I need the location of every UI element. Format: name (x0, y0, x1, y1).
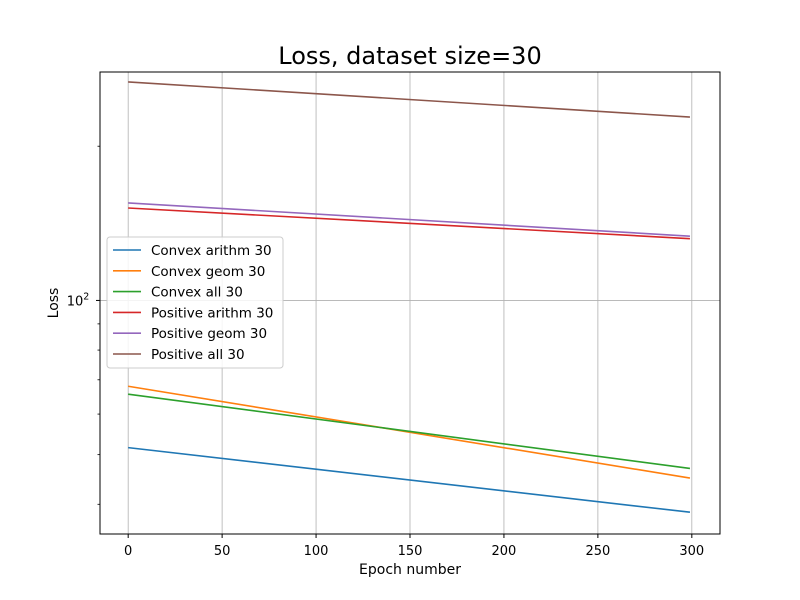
x-tick-label: 200 (492, 544, 517, 559)
x-tick-label: 100 (304, 544, 329, 559)
y-tick-label: 102 (67, 291, 90, 309)
series-line-3 (128, 207, 690, 240)
legend-label: Positive all 30 (151, 347, 245, 363)
x-tick-label: 50 (214, 544, 231, 559)
x-tick-label: 0 (124, 544, 132, 559)
x-axis-label: Epoch number (359, 562, 461, 578)
series-lines (128, 81, 691, 514)
x-tick-label: 300 (679, 544, 704, 559)
chart-title: Loss, dataset size=30 (278, 42, 541, 70)
grid (100, 72, 720, 534)
series-line-1 (128, 385, 691, 479)
legend-box (106, 236, 284, 369)
legend-label: Convex all 30 (151, 285, 243, 301)
legend-label: Positive arithm 30 (151, 305, 273, 321)
legend: Convex arithm 30 Convex geom 30 Convex all… (106, 236, 284, 369)
series-line-0 (128, 446, 691, 514)
series-line-5 (128, 81, 690, 118)
y-axis-ticks: 102 (67, 145, 100, 505)
y-axis-label: Loss (46, 288, 62, 319)
x-tick-label: 150 (398, 544, 423, 559)
legend-label: Positive geom 30 (151, 326, 267, 342)
series-line-2 (128, 393, 691, 470)
x-tick-label: 250 (585, 544, 610, 559)
legend-label: Convex arithm 30 (151, 243, 272, 259)
x-axis-ticks: 0 50 100 150 200 250 300 (124, 534, 704, 559)
legend-label: Convex geom 30 (151, 264, 265, 280)
series-line-4 (128, 202, 690, 237)
